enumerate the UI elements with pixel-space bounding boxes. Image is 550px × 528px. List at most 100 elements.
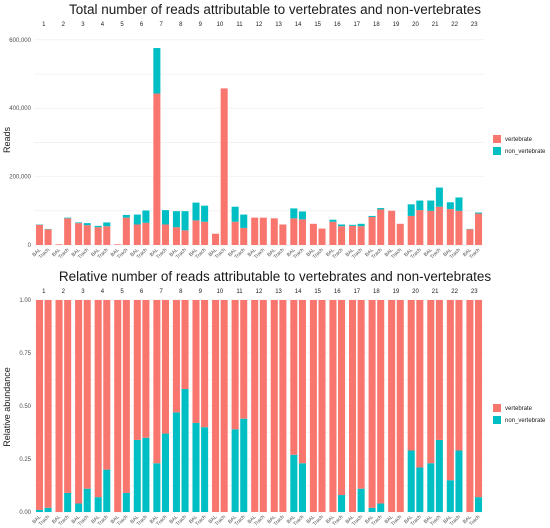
bar-vertebrate xyxy=(94,227,102,245)
x-tick-label: BAL xyxy=(442,247,453,258)
legend-key-vertebrate xyxy=(493,404,501,412)
bar-vertebrate xyxy=(435,300,443,440)
facet-strip-label: 15 xyxy=(314,289,321,295)
bar-vertebrate xyxy=(466,229,474,245)
bar-vertebrate xyxy=(201,300,209,428)
bar-vertebrate xyxy=(396,300,404,512)
bar-vertebrate xyxy=(192,220,200,245)
bar-vertebrate xyxy=(357,300,365,489)
bar-non_vertebrate xyxy=(298,463,306,512)
facet-strip-label: 1 xyxy=(42,289,46,295)
bar-non_vertebrate xyxy=(64,492,72,512)
x-tick-label: BAL xyxy=(462,514,473,525)
bar-vertebrate xyxy=(142,222,150,245)
facet-strip-label: 4 xyxy=(101,22,105,28)
bar-vertebrate xyxy=(475,300,483,498)
x-tick-label: BAL xyxy=(384,247,395,258)
bar-vertebrate xyxy=(427,300,435,464)
bar-non_vertebrate xyxy=(103,222,111,227)
bar-vertebrate xyxy=(94,300,102,498)
bar-vertebrate xyxy=(103,226,111,245)
bar-vertebrate xyxy=(357,226,365,245)
bar-non_vertebrate xyxy=(338,224,346,227)
y-tick-label: 0.75 xyxy=(19,351,31,357)
y-tick-label: 600,000 xyxy=(9,38,31,44)
x-tick-label: BAL xyxy=(90,247,101,258)
bar-non_vertebrate xyxy=(338,495,346,512)
facet-strip-label: 15 xyxy=(314,22,321,28)
legend-label-non_vertebrate: non_vertebrate xyxy=(505,418,546,424)
bar-vertebrate xyxy=(83,225,91,245)
bar-vertebrate xyxy=(251,300,259,512)
bar-non_vertebrate xyxy=(407,450,415,512)
facet-strip-label: 6 xyxy=(140,22,144,28)
facet-strip-label: 19 xyxy=(393,22,400,28)
x-tick-label: BAL xyxy=(305,247,316,258)
bar-non_vertebrate xyxy=(240,214,248,228)
facet-strip-label: 1 xyxy=(42,22,46,28)
facet-strip-label: 10 xyxy=(217,289,224,295)
x-tick-label: BAL xyxy=(384,514,395,525)
bar-vertebrate xyxy=(377,209,385,245)
bar-non_vertebrate xyxy=(368,507,376,512)
bar-vertebrate xyxy=(466,300,474,512)
bar-vertebrate xyxy=(396,223,404,245)
bar-non_vertebrate xyxy=(181,389,189,512)
bar-non_vertebrate xyxy=(475,212,483,214)
bar-non_vertebrate xyxy=(181,211,189,231)
x-tick-label: BAL xyxy=(208,247,219,258)
x-tick-label: BAL xyxy=(31,514,42,525)
x-tick-label: BAL xyxy=(90,514,101,525)
bar-non_vertebrate xyxy=(64,217,72,219)
facet-strip-label: 20 xyxy=(412,289,419,295)
facet-strip-label: 8 xyxy=(179,289,183,295)
bar-vertebrate xyxy=(407,300,415,451)
bar-vertebrate xyxy=(161,300,169,434)
bar-vertebrate xyxy=(290,218,298,245)
facet-strip-label: 13 xyxy=(275,22,282,28)
bar-non_vertebrate xyxy=(103,469,111,512)
bar-vertebrate xyxy=(133,224,141,245)
x-tick-label: BAL xyxy=(305,514,316,525)
x-tick-label: BAL xyxy=(110,247,121,258)
bar-vertebrate xyxy=(172,300,180,413)
bar-vertebrate xyxy=(309,300,317,512)
bar-non_vertebrate xyxy=(133,214,141,225)
bar-vertebrate xyxy=(259,217,267,245)
bar-vertebrate xyxy=(240,227,248,245)
x-tick-label: BAL xyxy=(423,514,434,525)
x-tick-label: BAL xyxy=(129,247,140,258)
bar-vertebrate xyxy=(427,210,435,245)
bar-vertebrate xyxy=(368,216,376,245)
x-tick-label: BAL xyxy=(247,247,258,258)
bar-vertebrate xyxy=(259,300,267,512)
bar-vertebrate xyxy=(64,218,72,245)
facet-strip-label: 21 xyxy=(432,22,439,28)
facet-strip-label: 13 xyxy=(275,289,282,295)
bar-vertebrate xyxy=(181,230,189,245)
bar-vertebrate xyxy=(318,300,326,512)
bar-vertebrate xyxy=(240,300,248,419)
bar-vertebrate xyxy=(298,300,306,464)
x-tick-label: BAL xyxy=(364,247,375,258)
bar-non_vertebrate xyxy=(172,412,180,512)
bar-vertebrate xyxy=(309,223,317,245)
bar-vertebrate xyxy=(455,210,463,245)
bar-non_vertebrate xyxy=(435,439,443,512)
facet-strip-label: 22 xyxy=(451,22,458,28)
bar-non_vertebrate xyxy=(240,418,248,512)
bar-non_vertebrate xyxy=(122,214,130,218)
bar-non_vertebrate xyxy=(35,509,43,512)
bar-non_vertebrate xyxy=(172,211,180,228)
x-tick-label: BAL xyxy=(345,247,356,258)
facet-strip-label: 16 xyxy=(334,22,341,28)
facet-strip-label: 2 xyxy=(62,22,66,28)
y-tick-label: 0 xyxy=(28,243,32,249)
bar-non_vertebrate xyxy=(298,211,306,220)
legend-key-vertebrate xyxy=(493,135,501,143)
facet-strip-label: 19 xyxy=(393,289,400,295)
x-tick-label: BAL xyxy=(51,247,62,258)
bar-vertebrate xyxy=(122,300,130,493)
bar-vertebrate xyxy=(83,300,91,489)
facet-strip-label: 9 xyxy=(199,22,203,28)
